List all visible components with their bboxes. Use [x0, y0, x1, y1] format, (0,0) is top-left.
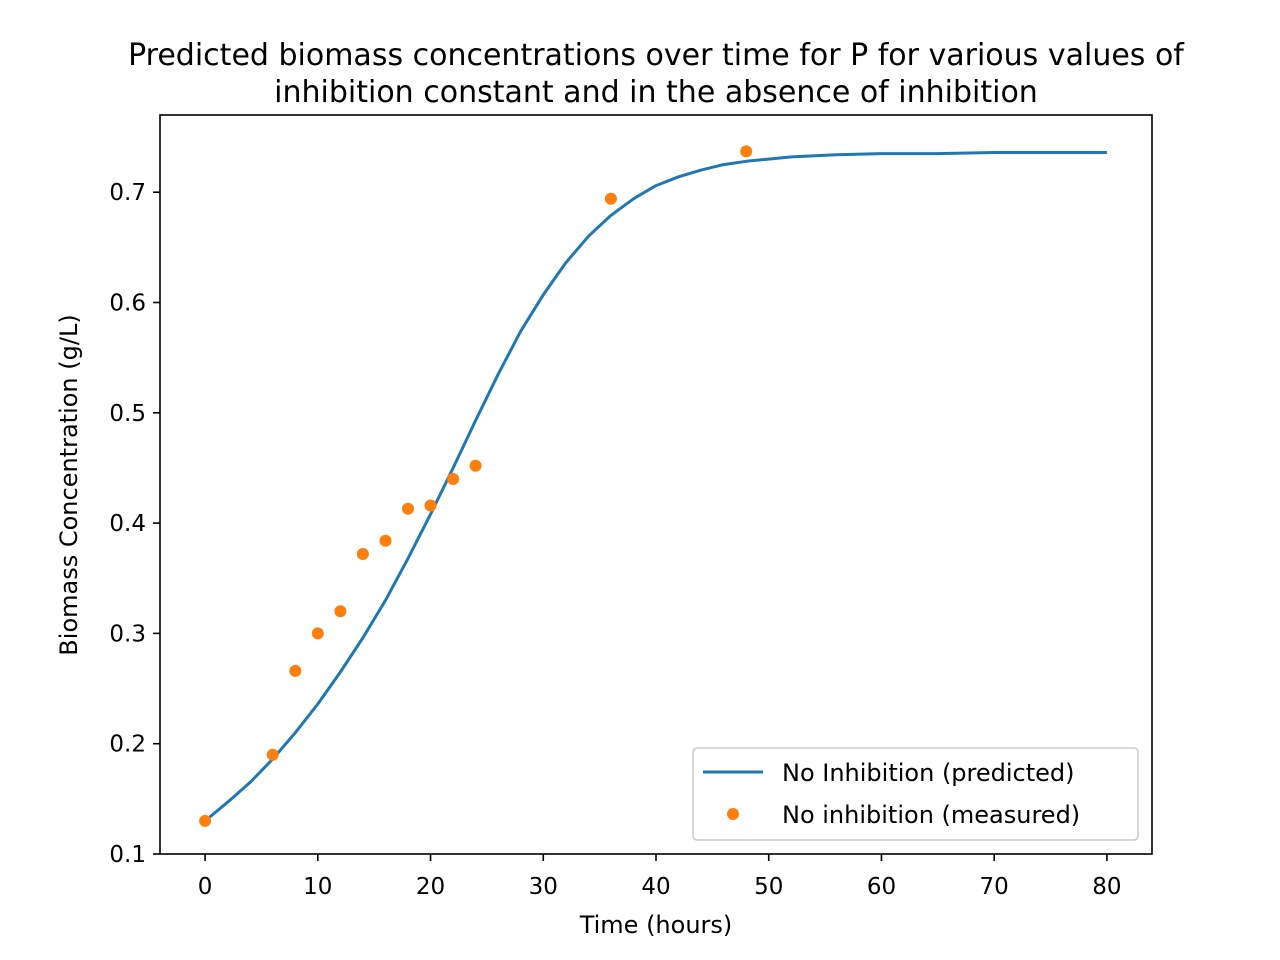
x-axis-ticks: 0 10 20 30 40 50 60 70 80	[198, 854, 1122, 900]
y-axis-label: Biomass Concentration (g/L)	[55, 314, 83, 655]
data-point-measured	[334, 605, 347, 618]
y-tick-label: 0.4	[109, 511, 146, 537]
data-point-measured	[469, 459, 482, 472]
series-line-predicted	[204, 151, 1107, 823]
y-tick-label: 0.1	[109, 842, 146, 868]
data-point-measured	[740, 145, 753, 158]
y-tick-label: 0.2	[109, 732, 146, 758]
x-tick-label: 50	[754, 874, 783, 900]
chart-title-line-1: Predicted biomass concentrations over ti…	[128, 38, 1185, 73]
x-tick-label: 40	[641, 874, 670, 900]
legend: No Inhibition (predicted) No inhibition …	[692, 747, 1139, 841]
y-tick-label: 0.3	[109, 621, 146, 647]
data-point-measured	[447, 473, 460, 485]
x-tick-label: 10	[303, 874, 332, 900]
x-tick-label: 20	[416, 874, 445, 900]
x-tick-label: 0	[198, 874, 213, 900]
x-tick-label: 80	[1092, 874, 1121, 900]
data-point-measured	[379, 534, 392, 547]
legend-marker-swatch	[727, 808, 739, 820]
x-tick-label: 60	[867, 874, 896, 900]
data-point-measured	[402, 502, 414, 515]
y-tick-label: 0.5	[109, 401, 146, 427]
legend-label-measured: No inhibition (measured)	[782, 801, 1080, 829]
legend-label-predicted: No Inhibition (predicted)	[782, 759, 1075, 787]
data-point-measured	[199, 814, 212, 827]
y-tick-label: 0.7	[109, 180, 146, 206]
data-point-measured	[289, 664, 302, 677]
x-tick-label: 30	[529, 874, 558, 900]
data-point-measured	[311, 627, 324, 640]
data-point-measured	[356, 548, 369, 560]
data-point-measured	[266, 748, 279, 761]
x-axis-label: Time (hours)	[579, 911, 733, 939]
y-tick-label: 0.6	[109, 291, 146, 317]
data-point-measured	[424, 499, 437, 512]
legend-box	[692, 747, 1139, 841]
chart-title-line-2: inhibition constant and in the absence o…	[274, 75, 1038, 110]
x-tick-label: 70	[980, 874, 1009, 900]
data-point-measured	[604, 192, 617, 205]
series-layer	[199, 145, 1107, 827]
y-axis-ticks: 0.1 0.2 0.3 0.4 0.5 0.6 0.7	[109, 180, 160, 868]
